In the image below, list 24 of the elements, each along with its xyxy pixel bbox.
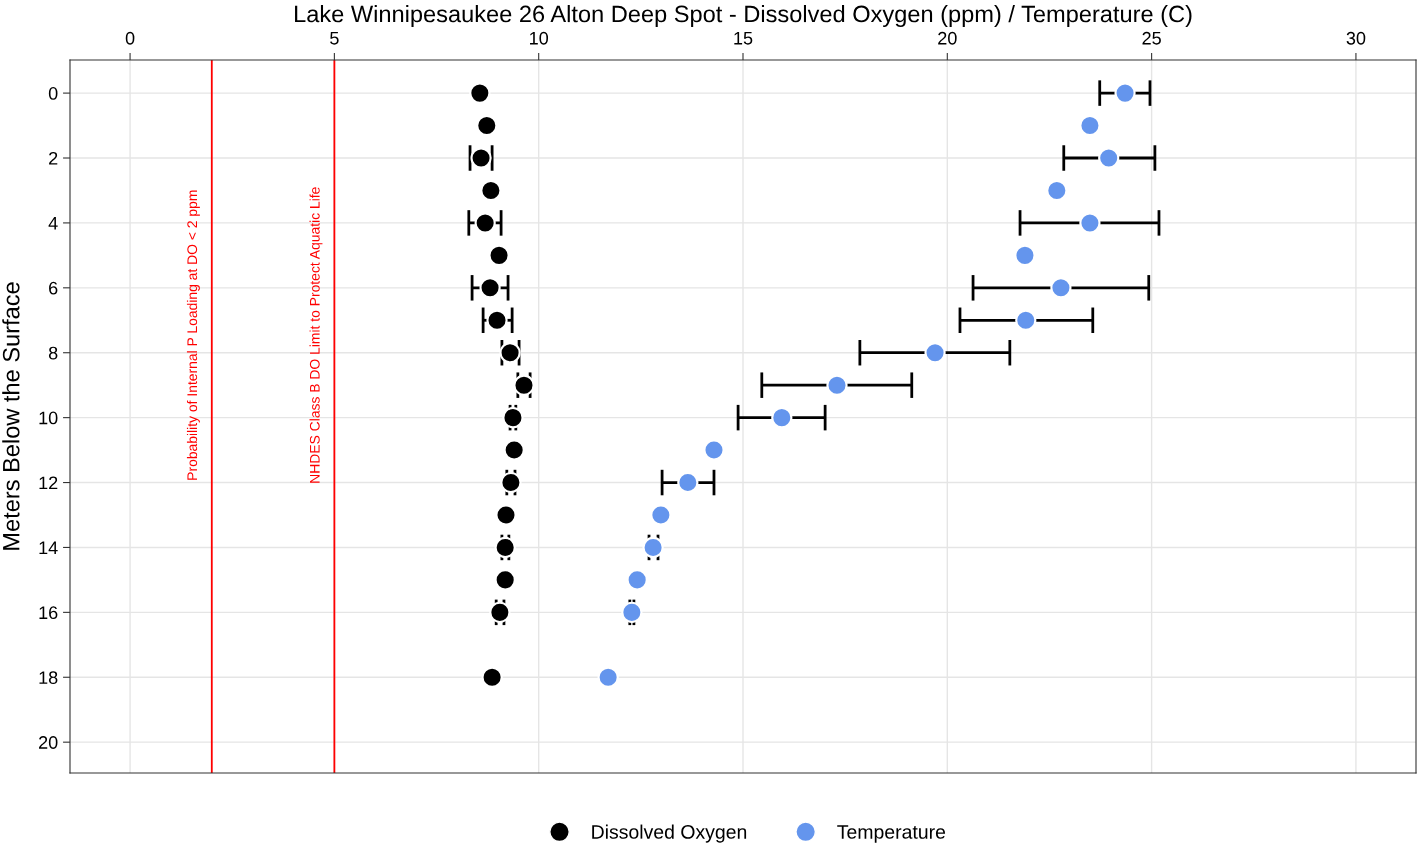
y-axis-title: Meters Below the Surface <box>2 282 20 550</box>
y-tick-label: 18 <box>39 671 58 684</box>
y-tick-label: 20 <box>39 736 58 749</box>
y-tick-label: 8 <box>48 346 58 360</box>
legend-label: Temperature <box>837 825 946 843</box>
ref-line-label: Probability of Internal P Loading at DO < 2 ppm <box>186 190 200 480</box>
x-tick-label: 30 <box>1346 31 1366 45</box>
ref-line-label: NHDES Class B DO Limit to Protect Aquatic Life <box>309 187 323 483</box>
y-tick-label: 4 <box>48 217 58 230</box>
x-tick-label: 10 <box>530 31 549 45</box>
y-tick-label: 0 <box>48 87 58 100</box>
x-tick-label: 20 <box>938 31 957 45</box>
y-tick-label: 12 <box>39 476 58 490</box>
chart-title: Lake Winnipesaukee 26 Alton Deep Spot - Dissolved Oxygen (ppm) / Temperature (C) <box>295 5 1192 27</box>
y-tick-label: 10 <box>39 411 58 425</box>
legend-label: Dissolved Oxygen <box>592 824 747 843</box>
x-tick-label: 15 <box>734 32 753 45</box>
x-tick-label: 5 <box>330 32 339 45</box>
x-tick-label: 25 <box>1142 31 1161 45</box>
y-tick-label: 14 <box>39 541 58 554</box>
y-tick-label: 2 <box>49 151 58 165</box>
y-tick-label: 16 <box>39 606 58 620</box>
x-tick-label: 0 <box>125 31 135 45</box>
y-tick-label: 6 <box>49 281 58 295</box>
